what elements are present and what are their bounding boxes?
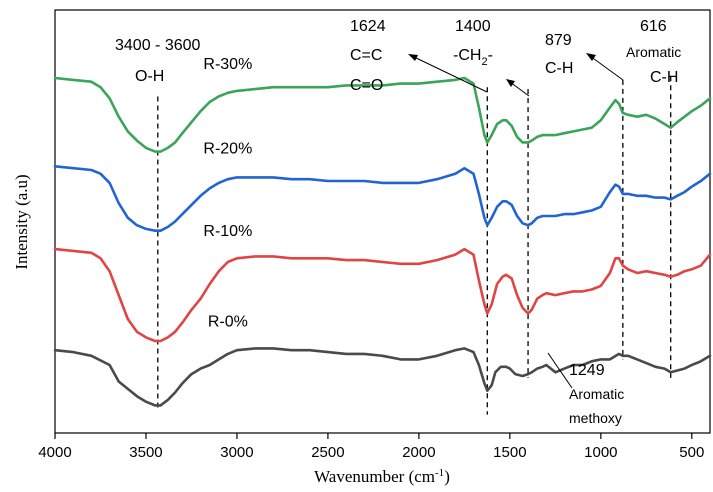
annotation-879-ch: C-H	[545, 60, 573, 77]
annotation-1400-tail: -	[488, 47, 493, 64]
annotation-616-value: 616	[640, 18, 667, 35]
series-line-r-20pct	[53, 165, 712, 232]
series-label-r-10pct: R-10%	[203, 223, 252, 240]
annotation-oh-label: O-H	[135, 68, 164, 85]
x-tick-label-500: 500	[679, 444, 704, 461]
x-axis: 4000 3500 3000 2500 2000 1500 1000 500	[38, 433, 704, 461]
annotation-1249-aromatic: Aromatic	[569, 386, 624, 402]
arrow-1400-head	[506, 79, 515, 87]
annotation-616-ch: C-H	[650, 69, 678, 86]
annotation-1400-ch2: -CH2-	[453, 47, 493, 68]
x-tick-label-3500: 3500	[129, 444, 162, 461]
series-line-r-0pct	[53, 347, 712, 407]
x-axis-title: Wavenumber (cm-1)	[314, 467, 450, 486]
series-group	[53, 76, 712, 407]
x-tick-label-2000: 2000	[402, 444, 435, 461]
series-line-r-30pct	[53, 76, 712, 153]
arrow-879-head	[586, 53, 596, 61]
x-axis-title-sup: -1	[435, 467, 444, 479]
series-line-r-10pct	[53, 247, 712, 343]
annotation-1249-methoxy: methoxy	[569, 410, 622, 426]
series-label-r-0pct: R-0%	[208, 313, 248, 330]
series-label-r-30pct: R-30%	[203, 56, 252, 73]
arrow-1624-head	[408, 54, 418, 61]
annotation-1624-value: 1624	[350, 18, 386, 35]
series-labels: R-30% R-20% R-10% R-0%	[203, 56, 252, 330]
x-axis-title-end: )	[444, 467, 450, 486]
annotations: 3400 - 3600 O-H 1624 C=C C=O 1400 -CH2- …	[115, 18, 681, 426]
annotation-arrows	[408, 53, 624, 389]
x-tick-label-1000: 1000	[584, 444, 617, 461]
x-tick-label-2500: 2500	[311, 444, 344, 461]
x-tick-label-3000: 3000	[220, 444, 253, 461]
annotation-1400-ch: -CH	[453, 47, 481, 64]
x-tick-label-1500: 1500	[493, 444, 526, 461]
annotation-1249-value: 1249	[569, 362, 605, 379]
x-axis-title-main: Wavenumber (cm	[314, 467, 435, 486]
arrow-1400	[509, 81, 530, 97]
annotation-oh-range: 3400 - 3600	[115, 37, 201, 54]
arrow-1624	[411, 55, 488, 93]
arrow-879	[589, 55, 624, 81]
annotation-1400-sub: 2	[481, 56, 487, 68]
annotation-1400-value: 1400	[455, 18, 491, 35]
annotation-879-value: 879	[545, 32, 572, 49]
plot-frame	[54, 9, 711, 434]
annotation-1624-co: C=O	[350, 77, 383, 94]
arrow-methoxy	[547, 352, 573, 389]
x-tick-label-4000: 4000	[38, 444, 71, 461]
annotation-1624-cc: C=C	[350, 47, 382, 64]
y-axis-title: Intensity (a.u)	[12, 174, 31, 269]
series-label-r-20pct: R-20%	[203, 140, 252, 157]
annotation-616-aromatic: Aromatic	[626, 44, 681, 60]
